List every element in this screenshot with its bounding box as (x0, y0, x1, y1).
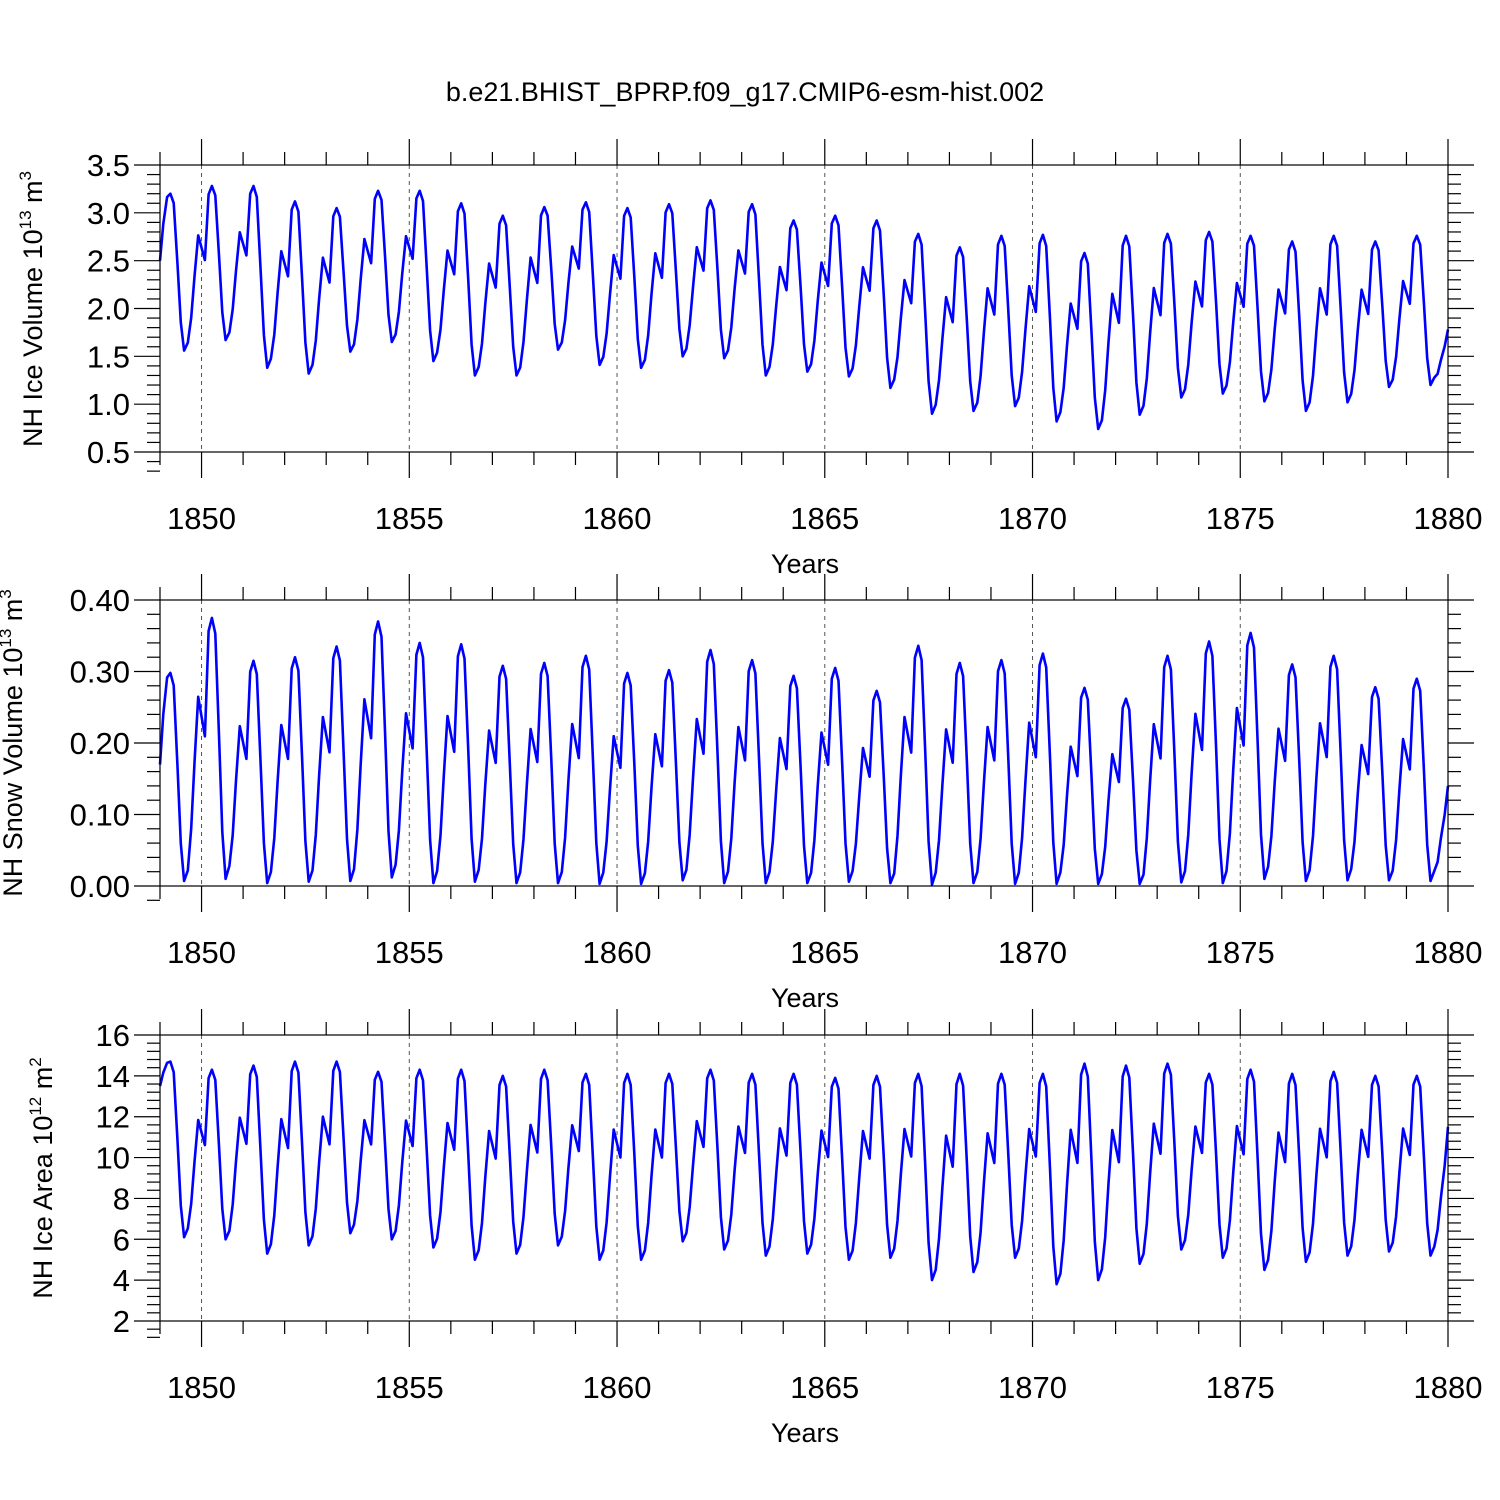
figure-title: b.e21.BHIST_BPRP.f09_g17.CMIP6-esm-hist.… (446, 77, 1044, 107)
x-tick-label: 1860 (583, 935, 652, 970)
y-tick-label: 3.5 (87, 148, 130, 183)
x-tick-label: 1880 (1414, 935, 1483, 970)
x-tick-label: 1865 (790, 1370, 859, 1405)
y-tick-label: 16 (96, 1018, 130, 1053)
y-axis-label: NH Ice Volume 1013 m3 (16, 171, 48, 447)
x-axis-label: Years (771, 1418, 839, 1448)
y-tick-label: 2.5 (87, 244, 130, 279)
x-tick-label: 1870 (998, 501, 1067, 536)
y-tick-label: 3.0 (87, 196, 130, 231)
panels: 0.5 1.0 1.5 2.0 2.5 3.0 3.5 1850 1855 1860 1865 187… (0, 139, 1482, 1448)
y-tick-label: 0.10 (70, 798, 130, 833)
panel-1: 0.5 1.0 1.5 2.0 2.5 3.0 3.5 1850 1855 1860 1865 187… (16, 139, 1482, 579)
x-tick-label: 1855 (375, 501, 444, 536)
x-axis-label: Years (771, 983, 839, 1013)
series-line (158, 184, 1450, 431)
series-line (158, 1060, 1450, 1286)
x-tick-label: 1875 (1206, 501, 1275, 536)
y-tick-label: 8 (113, 1181, 130, 1216)
y-tick-label: 2.0 (87, 292, 130, 327)
panel-3: 2 4 6 8 10 12 14 16 1850 1855 1860 1865 1870 1875 1880… (26, 1009, 1482, 1448)
y-tick-label: 12 (96, 1100, 130, 1135)
x-tick-label: 1875 (1206, 1370, 1275, 1405)
y-tick-label: 0.30 (70, 655, 130, 690)
x-tick-label: 1850 (167, 1370, 236, 1405)
x-tick-label: 1855 (375, 1370, 444, 1405)
x-tick-label: 1880 (1414, 1370, 1483, 1405)
x-tick-label: 1860 (583, 501, 652, 536)
plot-frame (159, 164, 1449, 453)
x-tick-label: 1870 (998, 935, 1067, 970)
y-axis-label: NH Ice Area 1012 m2 (26, 1057, 58, 1298)
y-tick-label: 2 (113, 1304, 130, 1339)
x-axis-label: Years (771, 549, 839, 579)
x-tick-label: 1850 (167, 935, 236, 970)
y-tick-label: 0.20 (70, 726, 130, 761)
series-line (158, 616, 1450, 886)
y-tick-label: 1.5 (87, 339, 130, 374)
y-tick-label: 14 (96, 1059, 130, 1094)
x-tick-label: 1855 (375, 935, 444, 970)
y-axis-label: NH Snow Volume 1013 m3 (0, 589, 28, 897)
x-tick-label: 1870 (998, 1370, 1067, 1405)
x-tick-label: 1860 (583, 1370, 652, 1405)
x-tick-label: 1865 (790, 501, 859, 536)
y-tick-label: 0.5 (87, 435, 130, 470)
y-tick-label: 1.0 (87, 387, 130, 422)
y-tick-label: 4 (113, 1263, 130, 1298)
x-tick-label: 1850 (167, 501, 236, 536)
y-tick-label: 0.40 (70, 583, 130, 618)
y-tick-label: 10 (96, 1141, 130, 1176)
x-tick-label: 1880 (1414, 501, 1483, 536)
y-tick-label: 6 (113, 1222, 130, 1257)
x-tick-label: 1875 (1206, 935, 1275, 970)
panel-2: 0.00 0.10 0.20 0.30 0.40 1850 1855 1860 1865 1870… (0, 574, 1482, 1013)
y-tick-label: 0.00 (70, 869, 130, 904)
plot-frame (159, 1034, 1449, 1322)
x-tick-label: 1865 (790, 935, 859, 970)
